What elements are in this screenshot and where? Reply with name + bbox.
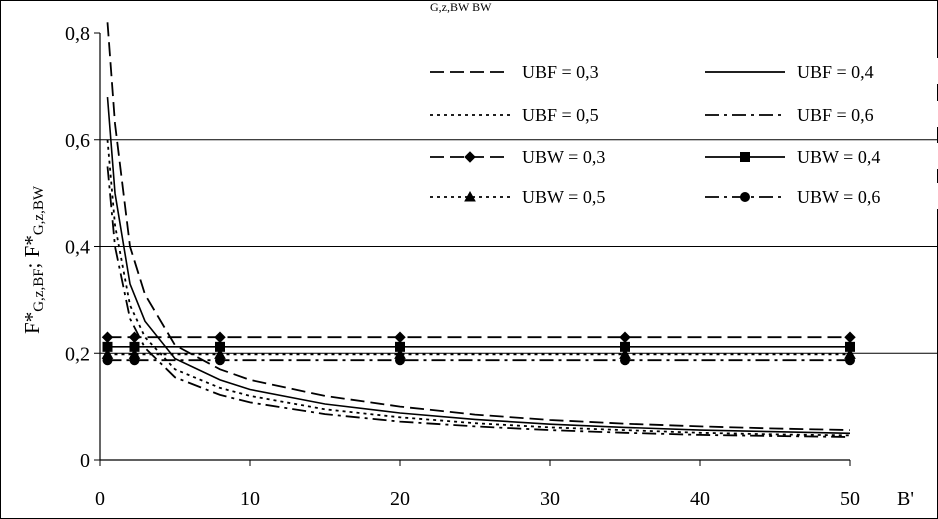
x-tick-label: 40	[690, 488, 710, 510]
legend-item: UBW = 0,4	[701, 143, 938, 169]
legend-label: UBW = 0,3	[522, 147, 605, 167]
series-1	[106, 22, 851, 431]
legend-marker	[464, 151, 476, 163]
data-point	[102, 355, 113, 366]
data-point	[215, 355, 225, 366]
y-tick-label: 0,2	[65, 343, 90, 365]
legend-label: UBF = 0,5	[522, 105, 599, 125]
series-2	[106, 97, 851, 435]
x-tick-label: 10	[240, 488, 260, 510]
data-point	[129, 355, 140, 366]
legend-item: UBW = 0,3	[426, 143, 671, 169]
legend-marker	[740, 152, 750, 162]
legend-bg	[701, 101, 938, 127]
legend-bg	[426, 58, 671, 84]
legend-item: UBW = 0,6	[701, 183, 938, 209]
series-6	[102, 341, 855, 352]
y-tick-label: 0,8	[65, 23, 90, 45]
y-tick-label: 0	[80, 450, 90, 472]
y-tick-label: 0,6	[65, 130, 90, 152]
legend-item: UBF = 0,3	[426, 58, 671, 84]
x-axis-label: B'	[897, 488, 914, 510]
x-tick-label: 0	[95, 488, 105, 510]
data-point	[395, 355, 405, 366]
legend-bg	[426, 183, 671, 209]
legend: UBF = 0,3 UBF = 0,4 UBF = 0,5 UBF = 0,6 UBW …	[426, 58, 938, 209]
legend-marker	[740, 192, 750, 202]
legend-label: UBW = 0,5	[522, 187, 605, 207]
x-tick-label: 20	[390, 488, 410, 510]
x-tick-label: 50	[840, 488, 860, 510]
legend-item: UBF = 0,6	[701, 101, 938, 127]
series-line	[106, 22, 851, 431]
legend-item: UBF = 0,5	[426, 101, 671, 127]
series	[101, 22, 856, 438]
legend-bg	[701, 58, 938, 84]
series-line	[106, 166, 851, 438]
top-fragment: G,z,BW BW	[430, 0, 492, 14]
legend-label: UBF = 0,3	[522, 62, 599, 82]
axes: 0 0,2 0,4 0,6 0,8 0 10 20 30 40 50	[65, 23, 860, 510]
legend-item: UBF = 0,4	[701, 58, 938, 84]
grid	[100, 139, 938, 354]
legend-label: UBW = 0,4	[797, 147, 880, 167]
series-4	[106, 166, 851, 438]
data-point	[620, 355, 630, 366]
series-8	[102, 355, 855, 366]
y-axis-label: F*G,z,BF; F*G,z,BW	[20, 185, 47, 334]
legend-marker	[464, 190, 476, 202]
y-tick-label: 0,4	[65, 237, 90, 259]
legend-label: UBF = 0,6	[797, 105, 874, 125]
series-line	[106, 97, 851, 435]
legend-label: UBW = 0,6	[797, 187, 880, 207]
legend-label: UBF = 0,4	[797, 62, 874, 82]
x-tick-label: 30	[540, 488, 560, 510]
legend-item: UBW = 0,5	[426, 183, 671, 209]
data-point	[845, 355, 855, 366]
legend-bg	[426, 101, 671, 127]
